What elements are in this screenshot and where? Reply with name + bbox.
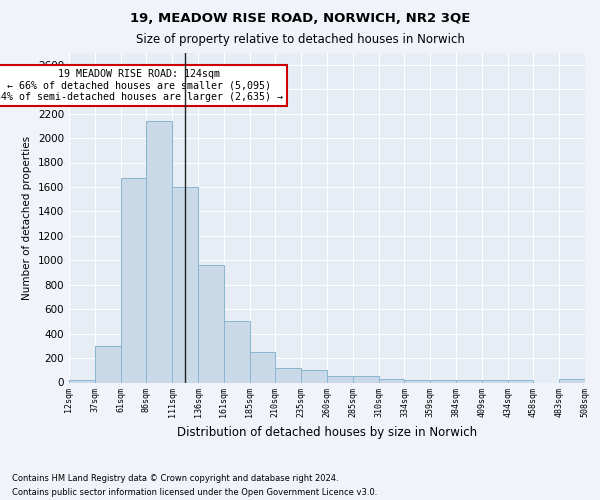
Bar bbox=[482, 380, 508, 382]
Bar bbox=[430, 380, 456, 382]
Bar bbox=[508, 380, 533, 382]
Text: Size of property relative to detached houses in Norwich: Size of property relative to detached ho… bbox=[136, 32, 464, 46]
Bar bbox=[404, 380, 430, 382]
Bar bbox=[198, 265, 224, 382]
Bar bbox=[172, 187, 198, 382]
Bar bbox=[301, 370, 327, 382]
Bar bbox=[121, 178, 146, 382]
Text: 19, MEADOW RISE ROAD, NORWICH, NR2 3QE: 19, MEADOW RISE ROAD, NORWICH, NR2 3QE bbox=[130, 12, 470, 26]
Bar bbox=[224, 322, 250, 382]
Text: Contains public sector information licensed under the Open Government Licence v3: Contains public sector information licen… bbox=[12, 488, 377, 497]
Bar bbox=[250, 352, 275, 382]
Bar bbox=[353, 376, 379, 382]
X-axis label: Distribution of detached houses by size in Norwich: Distribution of detached houses by size … bbox=[177, 426, 477, 438]
Bar bbox=[95, 346, 121, 383]
Bar bbox=[275, 368, 301, 382]
Y-axis label: Number of detached properties: Number of detached properties bbox=[22, 136, 32, 300]
Bar bbox=[456, 380, 482, 382]
Text: Contains HM Land Registry data © Crown copyright and database right 2024.: Contains HM Land Registry data © Crown c… bbox=[12, 474, 338, 483]
Bar bbox=[559, 380, 585, 382]
Bar bbox=[327, 376, 353, 382]
Bar bbox=[379, 379, 404, 382]
Text: 19 MEADOW RISE ROAD: 124sqm
← 66% of detached houses are smaller (5,095)
34% of : 19 MEADOW RISE ROAD: 124sqm ← 66% of det… bbox=[0, 69, 283, 102]
Bar bbox=[69, 380, 95, 382]
Bar bbox=[146, 121, 172, 382]
